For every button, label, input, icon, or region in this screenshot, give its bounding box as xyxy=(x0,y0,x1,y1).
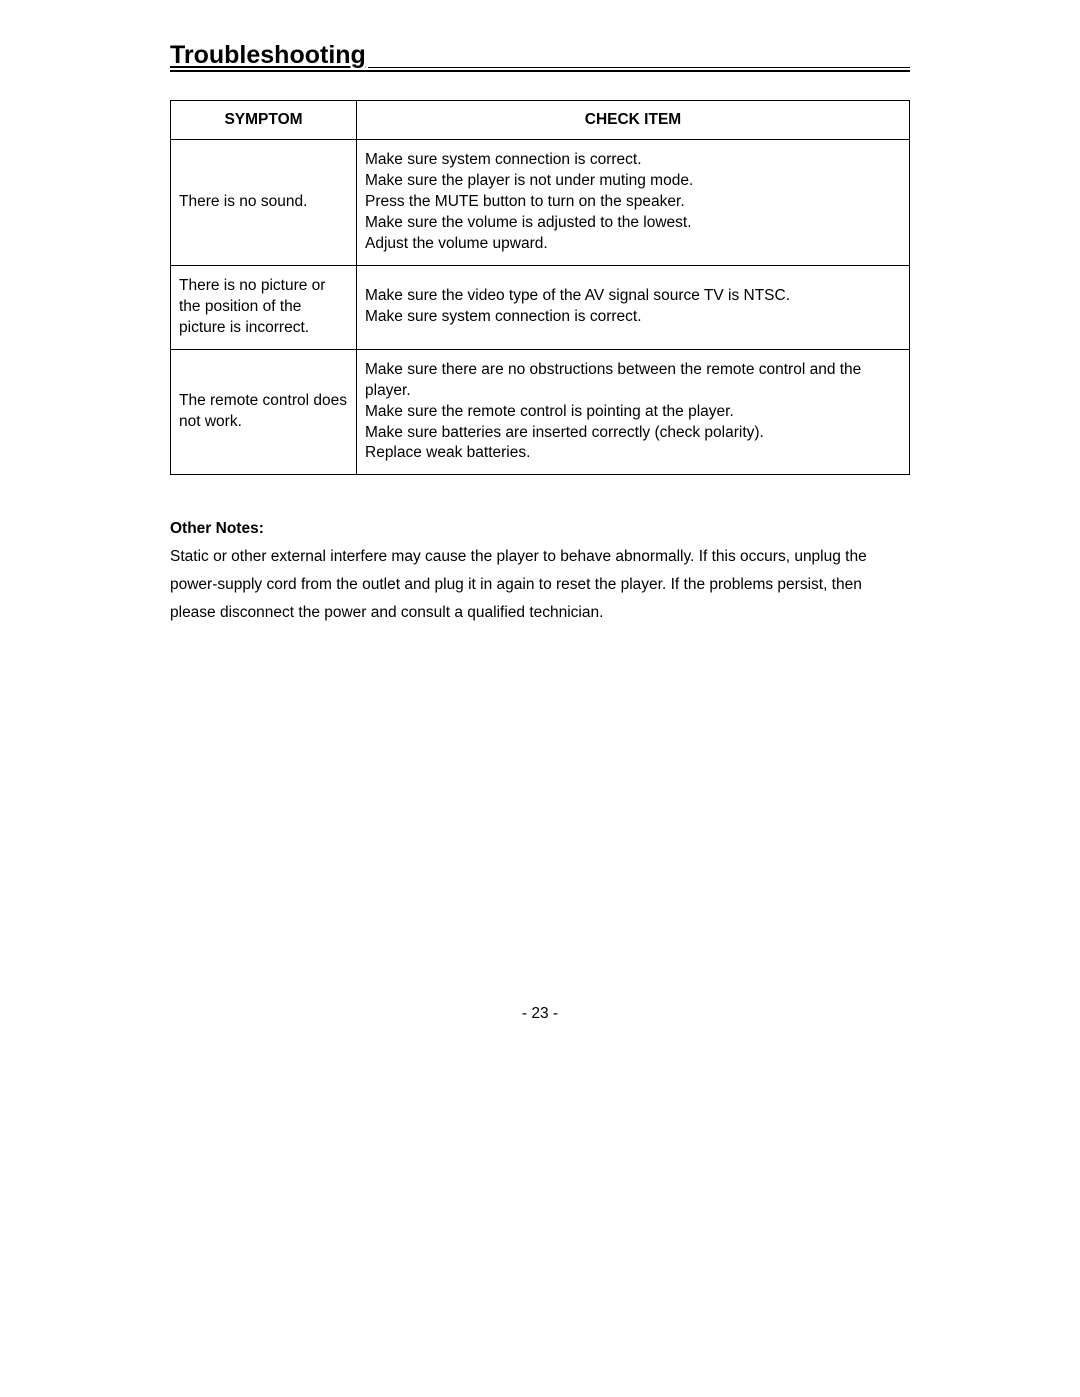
check-line: Adjust the volume upward. xyxy=(365,234,901,255)
notes-body: Static or other external interfere may c… xyxy=(170,543,910,627)
check-line: Make sure the remote control is pointing… xyxy=(365,402,901,423)
header-symptom: SYMPTOM xyxy=(171,100,357,140)
check-line: Make sure batteries are inserted correct… xyxy=(365,423,901,444)
symptom-cell: There is no sound. xyxy=(171,140,357,266)
check-cell: Make sure the video type of the AV signa… xyxy=(357,266,910,350)
page-number: - 23 - xyxy=(0,1005,1080,1023)
troubleshooting-table: SYMPTOM CHECK ITEM There is no sound. Ma… xyxy=(170,100,910,476)
check-line: Replace weak batteries. xyxy=(365,443,901,464)
check-line: Make sure system connection is correct. xyxy=(365,150,901,171)
header-check: CHECK ITEM xyxy=(357,100,910,140)
notes-label: Other Notes: xyxy=(170,515,910,543)
other-notes: Other Notes: Static or other external in… xyxy=(170,515,910,627)
table-row: The remote control does not work. Make s… xyxy=(171,349,910,475)
table-row: There is no sound. Make sure system conn… xyxy=(171,140,910,266)
check-cell: Make sure there are no obstructions betw… xyxy=(357,349,910,475)
check-line: Make sure there are no obstructions betw… xyxy=(365,360,901,402)
check-line: Make sure the player is not under muting… xyxy=(365,171,901,192)
check-line: Make sure system connection is correct. xyxy=(365,307,901,328)
title-row: Troubleshooting xyxy=(170,42,910,72)
document-page: Troubleshooting SYMPTOM CHECK ITEM There… xyxy=(0,0,1080,1397)
check-line: Make sure the volume is adjusted to the … xyxy=(365,213,901,234)
check-line: Press the MUTE button to turn on the spe… xyxy=(365,192,901,213)
page-title: Troubleshooting xyxy=(170,42,366,70)
table-header-row: SYMPTOM CHECK ITEM xyxy=(171,100,910,140)
symptom-cell: There is no picture or the position of t… xyxy=(171,266,357,350)
check-line: Make sure the video type of the AV signa… xyxy=(365,286,901,307)
table-row: There is no picture or the position of t… xyxy=(171,266,910,350)
title-rule xyxy=(368,67,910,68)
symptom-cell: The remote control does not work. xyxy=(171,349,357,475)
check-cell: Make sure system connection is correct. … xyxy=(357,140,910,266)
